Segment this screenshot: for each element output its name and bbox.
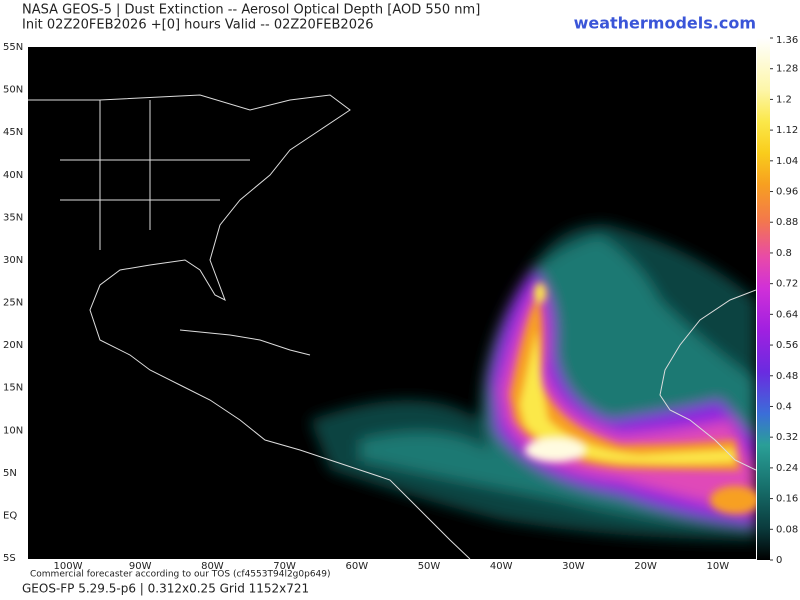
lat-label: 5N xyxy=(3,468,17,479)
lat-label: 35N xyxy=(3,212,23,223)
colorbar xyxy=(757,38,770,560)
colorbar-label: 0.48 xyxy=(776,371,798,382)
lon-label: 40W xyxy=(490,561,513,572)
footer-model: GEOS-FP 5.29.5-p6 | 0.312x0.25 Grid 1152… xyxy=(22,582,309,596)
lat-label: 5S xyxy=(3,553,16,564)
colorbar-label: 0.96 xyxy=(776,187,798,198)
colorbar-label: 0.88 xyxy=(776,217,798,228)
lon-label: 100W xyxy=(54,561,83,572)
lat-label: EQ xyxy=(3,510,17,521)
lon-label: 20W xyxy=(634,561,657,572)
lat-label: 55N xyxy=(3,42,23,53)
colorbar-ticks: 0 0.08 0.16 0.24 0.32 0.4 0.48 0.56 0.64 0.72 0.8 0… xyxy=(770,35,798,566)
lat-label: 50N xyxy=(3,85,23,96)
colorbar-label: 0 xyxy=(776,555,782,566)
colorbar-label: 0.56 xyxy=(776,340,798,351)
colorbar-label: 0.24 xyxy=(776,463,798,474)
lon-labels: 100W 90W 80W 70W 60W 50W 40W 30W 20W 10W xyxy=(54,561,730,572)
lon-label: 70W xyxy=(273,561,296,572)
map xyxy=(28,47,756,559)
coastlines xyxy=(28,94,756,559)
brand: weathermodels.com xyxy=(574,14,756,33)
colorbar-label: 1.2 xyxy=(776,94,792,105)
colorbar-label: 0.8 xyxy=(776,248,792,259)
colorbar-label: 0.72 xyxy=(776,279,798,290)
colorbar-label: 1.28 xyxy=(776,64,798,75)
title: NASA GEOS-5 | Dust Extinction -- Aerosol… xyxy=(22,3,480,18)
lat-label: 40N xyxy=(3,170,23,181)
colorbar-label: 1.12 xyxy=(776,125,798,136)
lon-label: 30W xyxy=(562,561,585,572)
dust-core xyxy=(510,283,756,514)
lat-label: 20N xyxy=(3,340,23,351)
footer-notice: Commercial forecaster according to our T… xyxy=(30,570,331,580)
lat-label: 15N xyxy=(3,383,23,394)
lon-label: 80W xyxy=(201,561,224,572)
lat-label: 10N xyxy=(3,425,23,436)
lon-label: 50W xyxy=(418,561,441,572)
colorbar-label: 0.32 xyxy=(776,432,798,443)
subtitle: Init 02Z20FEB2026 +[0] hours Valid -- 02… xyxy=(22,18,374,33)
colorbar-label: 0.64 xyxy=(776,309,798,320)
lon-label: 90W xyxy=(129,561,152,572)
colorbar-label: 1.36 xyxy=(776,35,798,46)
lat-label: 45N xyxy=(3,127,23,138)
lat-label: 30N xyxy=(3,255,23,266)
colorbar-label: 1.04 xyxy=(776,156,798,167)
colorbar-label: 0.08 xyxy=(776,524,798,535)
lat-labels: 55N 50N 45N 40N 35N 30N 25N 20N 15N 10N 5N EQ 5S xyxy=(3,42,23,564)
lon-label: 10W xyxy=(706,561,729,572)
colorbar-label: 0.4 xyxy=(776,401,792,412)
lon-label: 60W xyxy=(345,561,368,572)
colorbar-label: 0.16 xyxy=(776,494,798,505)
lat-label: 25N xyxy=(3,298,23,309)
